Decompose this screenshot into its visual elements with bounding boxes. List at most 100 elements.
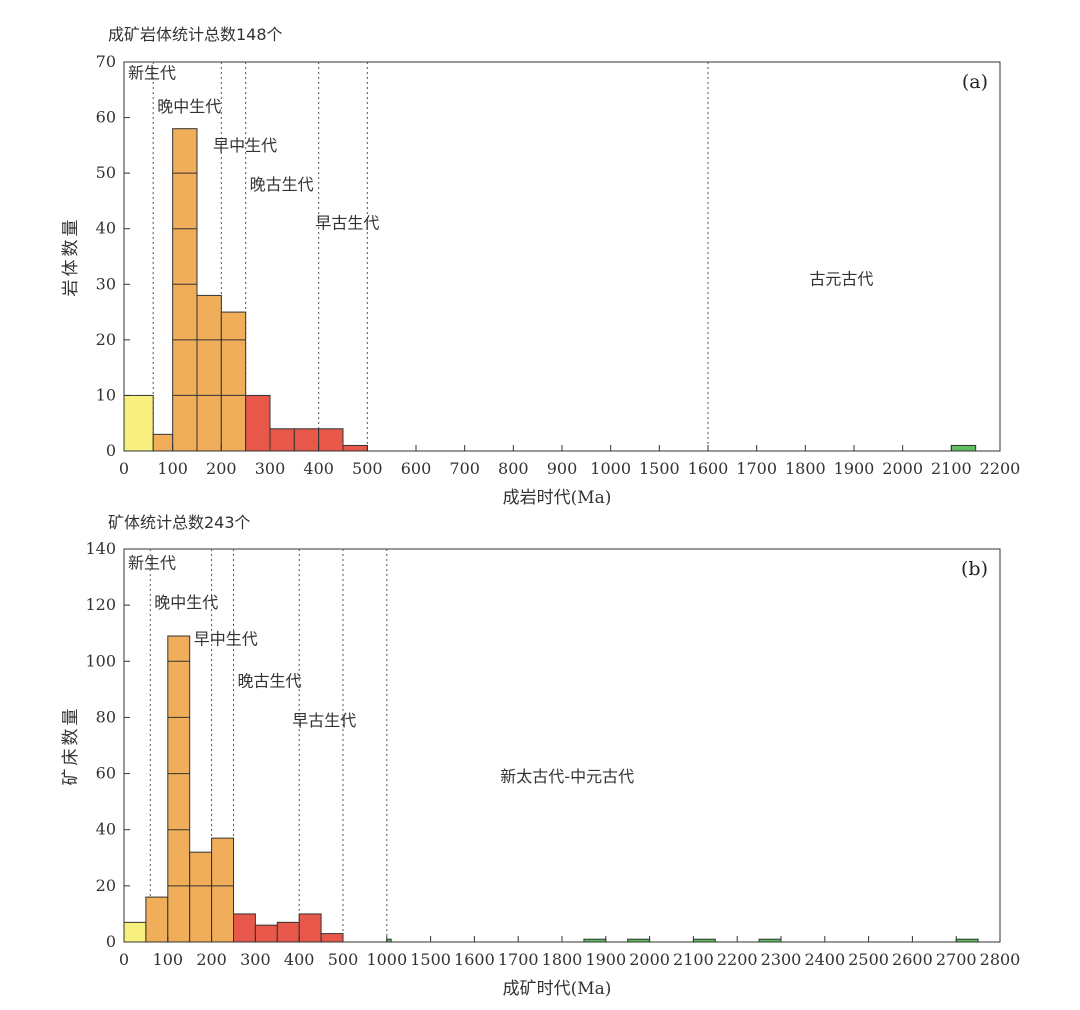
x-tick-label: 600 xyxy=(401,459,432,478)
x-tick-label: 0 xyxy=(119,950,129,969)
x-tick-label: 1600 xyxy=(454,950,495,969)
x-tick-label: 2700 xyxy=(936,950,977,969)
x-tick-label: 1900 xyxy=(834,459,875,478)
histogram-bar xyxy=(298,913,322,943)
histogram-bar xyxy=(167,635,191,943)
x-tick-label: 100 xyxy=(153,950,184,969)
x-tick-label: 2800 xyxy=(980,950,1021,969)
histogram-bar xyxy=(955,938,979,943)
x-axis-title: 成岩时代(Ma) xyxy=(503,488,612,508)
x-tick-label: 2300 xyxy=(761,950,802,969)
era-annotation: 早古生代 xyxy=(315,214,379,233)
y-tick-label: 40 xyxy=(96,219,116,238)
x-tick-label: 1500 xyxy=(639,459,680,478)
x-tick-label: 2100 xyxy=(673,950,714,969)
histogram-bar xyxy=(123,921,147,943)
panel-label: (a) xyxy=(962,71,988,93)
histogram-bar xyxy=(758,938,782,943)
x-tick-label: 1800 xyxy=(785,459,826,478)
x-tick-label: 200 xyxy=(196,950,227,969)
x-tick-label: 0 xyxy=(119,459,129,478)
x-tick-label: 2200 xyxy=(717,950,758,969)
x-tick-label: 1900 xyxy=(585,950,626,969)
era-annotation: 晚中生代 xyxy=(154,593,218,612)
y-tick-label: 0 xyxy=(106,441,116,460)
histogram-bar xyxy=(220,311,247,452)
y-tick-label: 40 xyxy=(96,820,116,839)
panel-label: (b) xyxy=(961,558,988,580)
histogram-bar xyxy=(269,428,295,452)
plot-frame xyxy=(123,548,1001,943)
x-tick-label: 2100 xyxy=(931,459,972,478)
y-tick-label: 50 xyxy=(96,163,116,182)
y-tick-label: 20 xyxy=(96,876,116,895)
x-tick-label: 300 xyxy=(255,459,286,478)
histogram-bar xyxy=(189,851,213,943)
histogram-bar xyxy=(692,938,716,943)
histogram-bar xyxy=(245,394,271,452)
era-annotation: 古元古代 xyxy=(809,269,873,288)
x-tick-label: 100 xyxy=(157,459,188,478)
y-axis-title: 岩体数量 xyxy=(61,217,81,297)
histogram-bar xyxy=(293,428,320,452)
x-tick-label: 2000 xyxy=(882,459,923,478)
x-tick-label: 700 xyxy=(449,459,480,478)
y-tick-label: 140 xyxy=(85,539,116,558)
x-tick-label: 300 xyxy=(240,950,271,969)
x-tick-label: 2600 xyxy=(892,950,933,969)
era-annotation: 早中生代 xyxy=(194,629,258,648)
y-tick-label: 60 xyxy=(96,764,116,783)
x-tick-label: 800 xyxy=(498,459,529,478)
era-annotation: 新生代 xyxy=(128,554,176,573)
y-tick-label: 0 xyxy=(106,932,116,951)
y-axis-title: 矿床数量 xyxy=(61,706,81,786)
x-tick-label: 1800 xyxy=(542,950,583,969)
x-axis-title: 成矿时代(Ma) xyxy=(503,979,612,999)
era-annotation: 晚古生代 xyxy=(250,175,314,194)
era-annotation: 早古生代 xyxy=(292,711,356,730)
x-tick-label: 1500 xyxy=(410,950,451,969)
era-annotation: 新太古代-中元古代 xyxy=(500,767,634,786)
y-tick-label: 80 xyxy=(96,707,116,726)
histogram-bar xyxy=(342,444,368,452)
x-tick-label: 2400 xyxy=(804,950,845,969)
x-tick-label: 1000 xyxy=(590,459,631,478)
y-tick-label: 120 xyxy=(85,595,116,614)
era-annotation: 新生代 xyxy=(128,64,176,83)
era-annotation: 晚中生代 xyxy=(157,97,221,116)
y-tick-label: 10 xyxy=(96,385,116,404)
histogram-bar xyxy=(320,933,344,943)
era-annotation: 早中生代 xyxy=(213,136,277,155)
histogram-bar xyxy=(276,921,300,943)
x-tick-label: 2200 xyxy=(980,459,1021,478)
histogram-bar xyxy=(196,294,222,452)
x-tick-label: 900 xyxy=(547,459,578,478)
panel-b: 矿体统计总数243个 0 20 40 60 80 100 120 140 0 100 200 300 40… xyxy=(61,513,1020,999)
x-tick-label: 500 xyxy=(352,459,383,478)
x-tick-label: 1700 xyxy=(498,950,539,969)
histogram-bar xyxy=(123,394,154,452)
y-tick-label: 30 xyxy=(96,274,116,293)
era-annotation: 晚古生代 xyxy=(238,672,302,691)
chart-header: 成矿岩体统计总数148个 xyxy=(108,25,283,44)
x-tick-label: 2000 xyxy=(629,950,670,969)
histogram-bar xyxy=(627,938,651,943)
histogram-bar xyxy=(254,924,278,943)
x-tick-label: 200 xyxy=(206,459,237,478)
y-tick-label: 20 xyxy=(96,330,116,349)
x-tick-label: 400 xyxy=(303,459,334,478)
chart-header: 矿体统计总数243个 xyxy=(108,513,251,532)
x-tick-label: 2500 xyxy=(848,950,889,969)
histogram-bar xyxy=(152,433,174,452)
histogram-bar xyxy=(233,913,256,943)
histogram-bar xyxy=(172,128,198,452)
y-tick-label: 100 xyxy=(85,651,116,670)
y-tick-label: 70 xyxy=(96,52,116,71)
x-tick-label: 1700 xyxy=(736,459,777,478)
histogram-bar xyxy=(211,837,235,943)
histogram-bar xyxy=(386,938,392,943)
x-tick-label: 500 xyxy=(328,950,359,969)
x-tick-label: 400 xyxy=(284,950,315,969)
